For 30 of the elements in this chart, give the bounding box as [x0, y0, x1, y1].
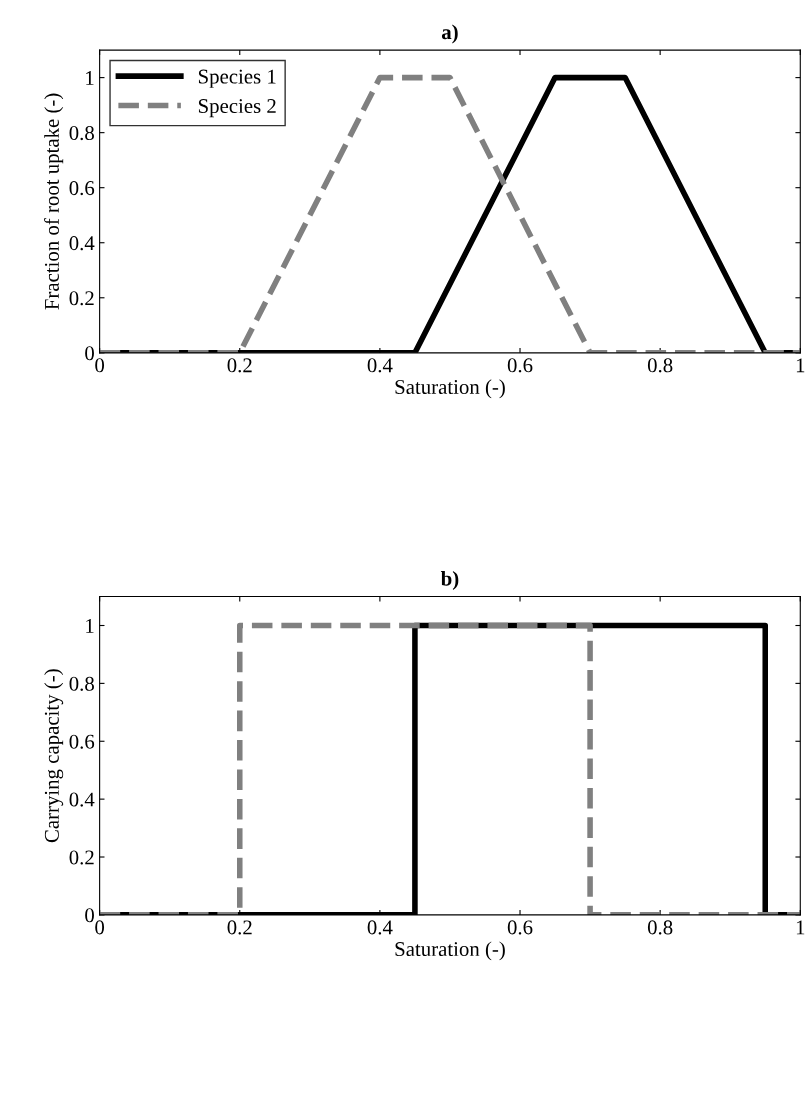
y-axis-title: Fraction of root uptake (-) — [44, 93, 64, 310]
x-tick-label: 0.8 — [647, 920, 673, 935]
y-tick-label: 0 — [85, 908, 94, 923]
x-axis-title: Saturation (-) — [395, 941, 505, 961]
y-tick-label: 0.6 — [69, 734, 95, 749]
x-tick-label: 0.2 — [227, 920, 252, 935]
y-tick-label: 1 — [86, 71, 94, 85]
x-tick-label: 0.4 — [367, 358, 393, 373]
x-tick-label: 1 — [796, 358, 805, 373]
y-tick-label: 0.8 — [69, 676, 94, 691]
y-axis-title: Carrying capacity (-) — [44, 669, 64, 843]
x-tick-label: 0.2 — [227, 358, 252, 373]
y-tick-label: 0.2 — [69, 850, 94, 865]
y-tick-label: 0.2 — [69, 291, 94, 306]
x-tick-label: 1 — [796, 920, 805, 935]
x-axis-title: Saturation (-) — [395, 379, 505, 399]
y-tick-label: 0 — [85, 346, 94, 361]
y-tick-label: 0.6 — [69, 181, 95, 196]
x-tick-label: 0.4 — [367, 920, 393, 935]
x-tick-label: 0.6 — [507, 920, 533, 935]
y-tick-label: 0.4 — [69, 236, 95, 251]
legend-label: Species 2 — [198, 99, 276, 118]
legend-label: Species 1 — [198, 69, 276, 88]
x-tick-label: 0.8 — [647, 358, 673, 373]
y-tick-label: 1 — [86, 618, 94, 633]
chart-title: b) — [440, 571, 459, 590]
x-tick-label: 0.6 — [507, 358, 533, 373]
y-tick-label: 0.4 — [69, 792, 95, 807]
chart-title: a) — [441, 24, 458, 44]
y-tick-label: 0.8 — [69, 126, 94, 141]
